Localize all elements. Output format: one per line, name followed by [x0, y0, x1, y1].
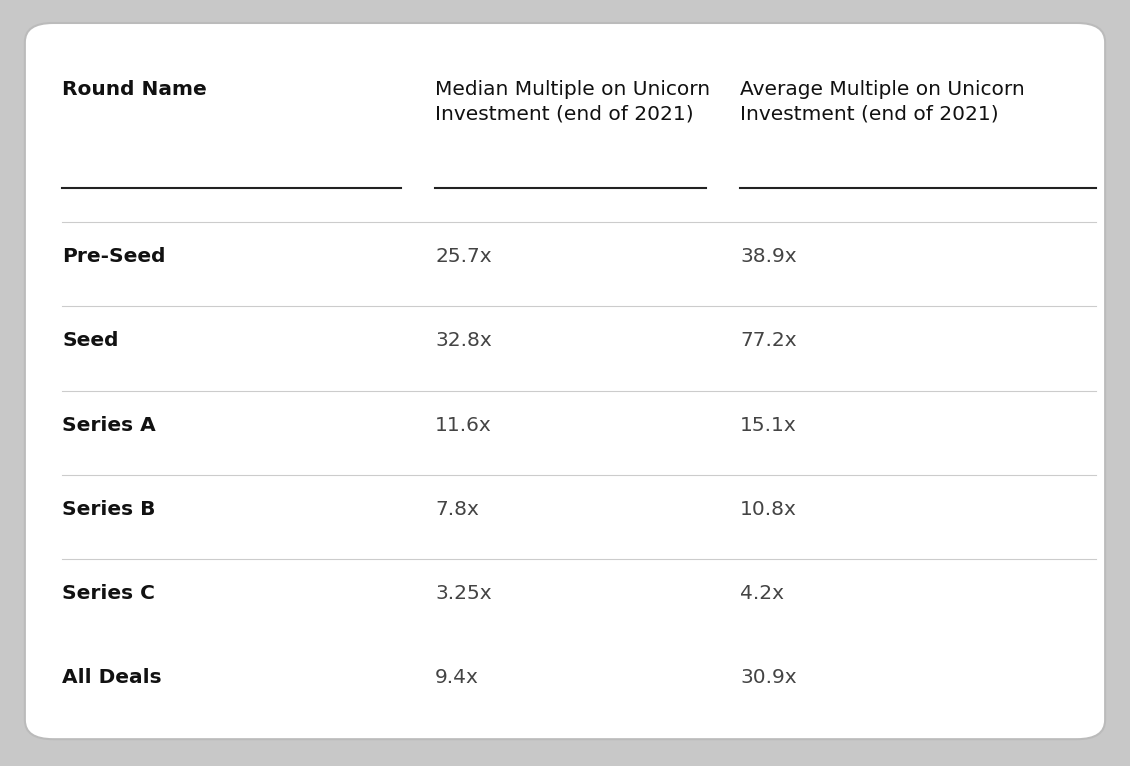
Text: 11.6x: 11.6x — [435, 416, 492, 434]
Text: 3.25x: 3.25x — [435, 584, 492, 603]
Text: 25.7x: 25.7x — [435, 247, 492, 266]
Text: 9.4x: 9.4x — [435, 669, 479, 687]
Text: 4.2x: 4.2x — [740, 584, 784, 603]
Text: 30.9x: 30.9x — [740, 669, 797, 687]
Text: 15.1x: 15.1x — [740, 416, 797, 434]
Text: 77.2x: 77.2x — [740, 332, 797, 350]
FancyBboxPatch shape — [25, 23, 1105, 739]
Text: Round Name: Round Name — [62, 80, 207, 100]
Text: 38.9x: 38.9x — [740, 247, 797, 266]
Text: 7.8x: 7.8x — [435, 500, 479, 519]
Text: Series A: Series A — [62, 416, 156, 434]
Text: Seed: Seed — [62, 332, 119, 350]
Text: Median Multiple on Unicorn
Investment (end of 2021): Median Multiple on Unicorn Investment (e… — [435, 80, 710, 123]
Text: Pre-Seed: Pre-Seed — [62, 247, 166, 266]
Text: Series B: Series B — [62, 500, 156, 519]
Text: Average Multiple on Unicorn
Investment (end of 2021): Average Multiple on Unicorn Investment (… — [740, 80, 1025, 123]
Text: Series C: Series C — [62, 584, 155, 603]
Text: 32.8x: 32.8x — [435, 332, 492, 350]
Text: 10.8x: 10.8x — [740, 500, 797, 519]
Text: All Deals: All Deals — [62, 669, 162, 687]
